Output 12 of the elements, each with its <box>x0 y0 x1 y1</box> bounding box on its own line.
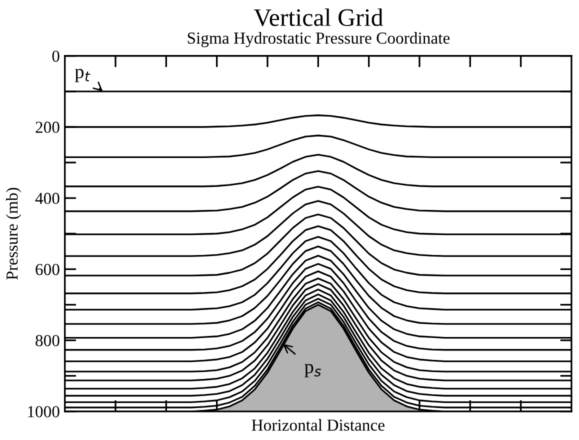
y-tick-label: 1000 <box>28 406 60 418</box>
y-tick-label: 200 <box>36 122 60 133</box>
y-tick-label: 800 <box>36 334 60 346</box>
annotation: p$_{s}$ <box>304 364 321 378</box>
y-tick-label: 0 <box>52 50 60 62</box>
y-tick-label: 400 <box>35 192 60 204</box>
annotation: p$_{t}$ <box>74 68 90 82</box>
y-axis-title: Pressure (mb) <box>6 188 22 280</box>
chart-title: Vertical Grid <box>254 8 384 26</box>
chart-subtitle: Sigma Hydrostatic Pressure Coordinate <box>188 32 450 48</box>
y-tick-label: 600 <box>36 264 60 276</box>
x-axis-title: Horizontal Distance <box>252 419 384 431</box>
